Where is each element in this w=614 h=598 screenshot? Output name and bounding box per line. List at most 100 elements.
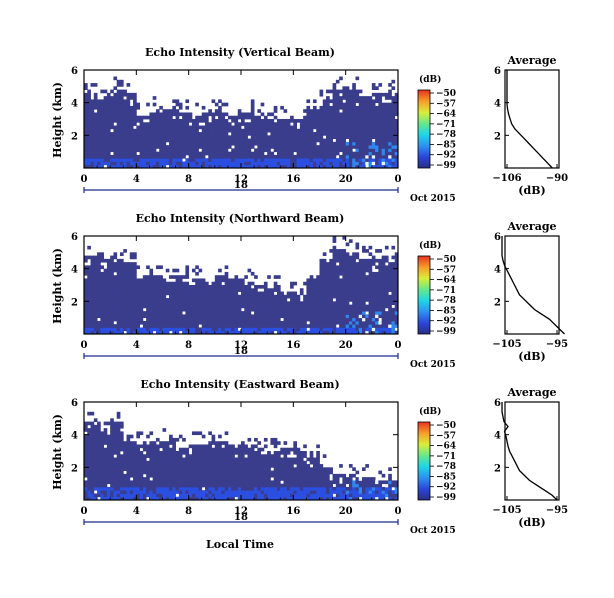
heatmap-cell — [355, 291, 360, 296]
heatmap-cell — [267, 460, 271, 465]
heatmap-cell — [332, 265, 337, 270]
heatmap-cell — [116, 125, 121, 130]
heatmap-cell — [309, 285, 314, 289]
heatmap-cell — [188, 483, 193, 488]
heatmap-cell — [335, 102, 340, 107]
heatmap-cell — [326, 99, 330, 104]
heatmap-cell — [371, 258, 376, 263]
heatmap-cell — [348, 119, 353, 123]
heatmap-cell — [221, 460, 226, 465]
heatmap-cell — [375, 115, 379, 120]
heatmap-cell — [175, 490, 180, 494]
heatmap-cell — [224, 493, 229, 498]
heatmap-cell — [345, 145, 350, 149]
heatmap-cell — [348, 265, 353, 270]
heatmap-cell — [221, 285, 226, 289]
heatmap-cell — [198, 301, 203, 305]
heatmap-cell — [133, 99, 137, 104]
heatmap-cell — [355, 281, 360, 286]
heatmap-cell — [283, 294, 288, 299]
heatmap-cell — [254, 141, 258, 146]
heatmap-cell — [329, 145, 333, 149]
heatmap-cell — [90, 470, 95, 475]
heatmap-cell — [250, 493, 255, 498]
heatmap-cell — [335, 317, 340, 322]
heatmap-cell — [322, 314, 327, 319]
heatmap-cell — [106, 125, 111, 130]
heatmap-cell — [391, 158, 396, 162]
heatmap-cell — [113, 96, 118, 100]
heatmap-cell — [368, 141, 373, 146]
heatmap-cell — [375, 301, 379, 305]
heatmap-cell — [394, 304, 399, 309]
heatmap-cell — [322, 145, 327, 149]
heatmap-cell — [103, 288, 108, 292]
heatmap-cell — [342, 161, 347, 166]
heatmap-cell — [103, 141, 108, 146]
heatmap-cell — [93, 119, 98, 123]
heatmap-cell — [188, 304, 193, 309]
heatmap-cell — [191, 493, 196, 498]
heatmap-cell — [169, 275, 173, 279]
heatmap-cell — [110, 320, 114, 325]
heatmap-cell — [185, 330, 190, 335]
heatmap-cell — [375, 281, 379, 286]
heatmap-cell — [155, 460, 160, 465]
heatmap-cell — [322, 271, 327, 276]
heatmap-cell — [97, 109, 101, 113]
heatmap-cell — [371, 158, 376, 162]
heatmap-cell — [149, 317, 154, 322]
heatmap-cell — [332, 99, 337, 104]
heatmap-cell — [113, 262, 118, 266]
heatmap-cell — [162, 460, 167, 465]
heatmap-cell — [221, 122, 226, 126]
heatmap-cell — [146, 141, 150, 146]
heatmap-cell — [159, 294, 163, 299]
heatmap-cell — [326, 148, 330, 153]
heatmap-cell — [116, 428, 121, 432]
heatmap-cell — [290, 301, 294, 305]
heatmap-cell — [110, 307, 114, 312]
heatmap-cell — [247, 268, 252, 273]
heatmap-cell — [149, 311, 154, 315]
heatmap-cell — [103, 477, 108, 481]
heatmap-cell — [149, 464, 154, 468]
heatmap-cell — [87, 431, 91, 436]
heatmap-cell — [319, 278, 324, 283]
heatmap-cell — [257, 298, 262, 302]
heatmap-cell — [208, 457, 212, 462]
heatmap-cell — [110, 434, 114, 439]
heatmap-cell — [116, 258, 121, 263]
heatmap-cell — [126, 154, 131, 159]
heatmap-cell — [299, 320, 304, 325]
heatmap-cell — [394, 112, 399, 117]
heatmap-cell — [391, 330, 396, 335]
heatmap-cell — [155, 294, 160, 299]
heatmap-cell — [332, 92, 337, 97]
heatmap-cell — [348, 96, 353, 100]
heatmap-cell — [185, 307, 190, 312]
heatmap-cell — [116, 151, 121, 156]
heatmap-cell — [368, 324, 373, 328]
heatmap-cell — [133, 138, 137, 143]
heatmap-cell — [218, 119, 222, 123]
heatmap-cell — [106, 258, 111, 263]
heatmap-cell — [159, 480, 163, 485]
heatmap-cell — [309, 119, 314, 123]
heatmap-cell — [113, 431, 118, 436]
heatmap-cell — [169, 460, 173, 465]
heatmap-cell — [378, 122, 383, 126]
heatmap-cell — [146, 151, 150, 156]
heatmap-cell — [93, 112, 98, 117]
heatmap-cell — [355, 128, 360, 133]
heatmap-cell — [84, 255, 88, 260]
heatmap-cell — [119, 158, 124, 162]
heatmap-cell — [172, 320, 176, 325]
heatmap-cell — [195, 431, 199, 436]
heatmap-cell — [250, 158, 255, 162]
heatmap-cell — [100, 275, 105, 279]
x-tick-label: 0 — [395, 174, 402, 185]
heatmap-cell — [388, 304, 392, 309]
heatmap-cell — [227, 444, 232, 449]
heatmap-cell — [348, 128, 353, 133]
